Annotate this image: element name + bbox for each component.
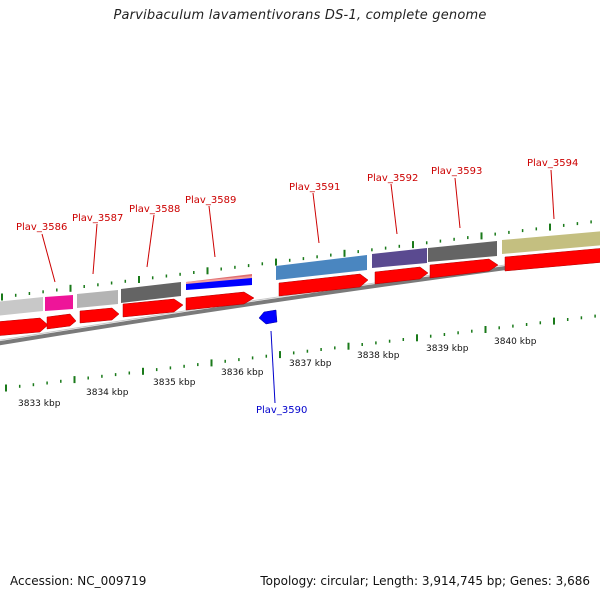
leader-line — [312, 192, 320, 244]
lower-tick-row — [5, 314, 596, 392]
leader-line — [390, 183, 398, 235]
forward-gene-arrow[interactable] — [429, 258, 499, 279]
gene-label[interactable]: Plav_3588 — [129, 204, 180, 215]
forward-gene-arrow[interactable] — [278, 273, 369, 297]
scale-label: 3837 kbp — [289, 359, 332, 369]
scale-label: 3833 kbp — [18, 399, 61, 409]
gene-label[interactable]: Plav_3587 — [72, 213, 123, 224]
leader-line — [41, 233, 56, 283]
leader-line — [270, 330, 276, 404]
leader-line — [454, 177, 461, 229]
forward-gene-arrow[interactable] — [122, 298, 184, 318]
forward-gene-arrow[interactable] — [46, 313, 77, 330]
leader-line — [92, 223, 98, 275]
leader-line — [208, 205, 216, 258]
upper-tick-row — [1, 220, 592, 301]
genome-summary: Topology: circular; Length: 3,914,745 bp… — [260, 574, 590, 588]
scale-label: 3838 kbp — [357, 351, 400, 361]
scale-label: 3840 kbp — [494, 337, 537, 347]
cog-box — [502, 231, 600, 254]
reverse-gene-arrow[interactable] — [258, 309, 278, 325]
forward-gene-arrow[interactable] — [79, 307, 120, 324]
genome-title: Parvibaculum lavamentivorans DS-1, compl… — [113, 8, 487, 23]
cog-box — [372, 248, 427, 268]
gene-label[interactable]: Plav_3586 — [16, 222, 67, 233]
scale-label: 3839 kbp — [426, 344, 469, 354]
cog-box — [45, 295, 73, 311]
forward-gene-arrow[interactable] — [185, 291, 255, 311]
leader-line — [146, 214, 155, 268]
gene-label[interactable]: Plav_3593 — [431, 166, 482, 177]
gene-label[interactable]: Plav_3590 — [256, 405, 307, 416]
forward-gene-arrow[interactable] — [504, 248, 600, 272]
forward-gene-arrow[interactable] — [0, 317, 49, 336]
scale-label: 3834 kbp — [86, 388, 129, 398]
scale-label: 3835 kbp — [153, 378, 196, 388]
gene-label[interactable]: Plav_3592 — [367, 173, 418, 184]
cog-box — [428, 241, 497, 262]
scale-label: 3836 kbp — [221, 368, 264, 378]
leader-line — [550, 169, 555, 220]
gene-label[interactable]: Plav_3594 — [527, 158, 578, 169]
cog-box — [77, 290, 118, 308]
forward-gene-arrow[interactable] — [374, 266, 429, 285]
cog-box — [0, 297, 43, 316]
reverse-strand-bar — [186, 278, 252, 290]
gene-label[interactable]: Plav_3591 — [289, 182, 340, 193]
gene-label[interactable]: Plav_3589 — [185, 195, 236, 206]
accession-label: Accession: NC_009719 — [10, 574, 147, 588]
cog-box — [121, 282, 181, 303]
cog-box — [276, 255, 367, 280]
